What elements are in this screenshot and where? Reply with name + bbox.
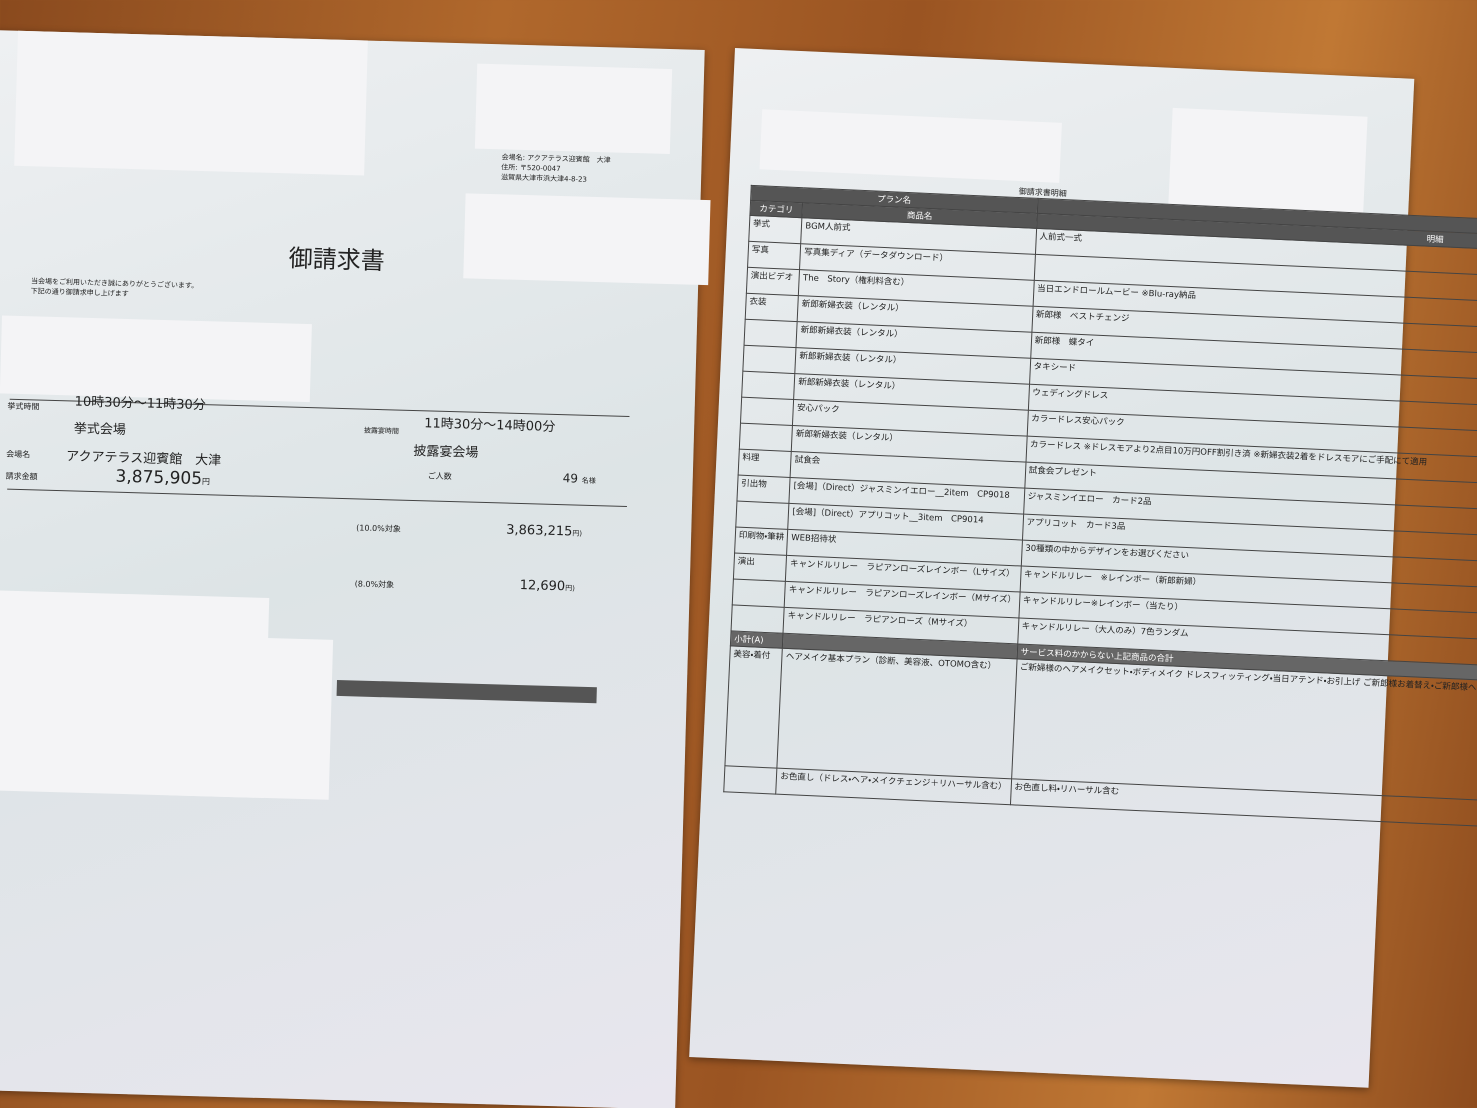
label: 挙式時間 xyxy=(7,401,40,412)
value: アクアテラス迎賓館 大津 xyxy=(65,449,222,469)
category: 演出ビデオ xyxy=(746,267,800,296)
guests: 49 xyxy=(562,471,579,486)
redaction xyxy=(168,635,334,800)
category: 衣装 xyxy=(745,293,799,322)
value: 12,690円) xyxy=(519,578,575,595)
amount: 3,875,905 xyxy=(115,466,203,490)
label: 会場名 xyxy=(6,449,31,460)
label: 請求金額 xyxy=(5,471,38,482)
label: (8.0%対象 xyxy=(354,579,395,590)
address: 滋賀県大津市浜大津4-8-23 xyxy=(500,173,588,184)
value: 49 名様 xyxy=(563,471,596,486)
value: 3,875,905円 xyxy=(115,467,210,490)
category xyxy=(732,578,786,608)
category: 写真 xyxy=(747,241,802,270)
unit: 円) xyxy=(565,584,575,593)
unit: 名様 xyxy=(581,476,596,486)
category: 引出物 xyxy=(736,475,791,504)
unit: 円) xyxy=(572,529,583,538)
table-body: 挙式BGM人前式人前式一式220,0001220,000外税写真写真集ディア（デ… xyxy=(723,215,1477,847)
category: 料理 xyxy=(738,449,792,478)
value: 3,863,215円) xyxy=(506,523,582,540)
rule xyxy=(7,488,627,507)
invoice-sheet: 会場名: アクアテラス迎賓館 大津 住所: 〒520-0047 滋賀県大津市浜大… xyxy=(0,30,711,1108)
category xyxy=(739,423,793,452)
redaction xyxy=(1168,107,1368,217)
value: 11時30分～14時00分 xyxy=(423,416,556,435)
label: ご人数 xyxy=(427,471,452,482)
table-wrap: プラン名明細 カテゴリ商品名明細単価数量金額税区分 挙式BGM人前式人前式一式2… xyxy=(723,185,1477,841)
venue-block: 会場名: アクアテラス迎賓館 大津 住所: 〒520-0047 滋賀県大津市浜大… xyxy=(501,152,611,185)
item: ヘアメイク基本プラン（診断、美容液、OTOMO含む） xyxy=(777,648,1017,779)
category xyxy=(742,345,797,374)
unit: 円 xyxy=(201,477,211,487)
redaction xyxy=(0,315,312,403)
value: 挙式会場 xyxy=(73,421,127,438)
category xyxy=(740,397,795,426)
redaction xyxy=(14,30,368,176)
greeting: 当会場をご利用いただき誠にありがとうございます。 下記の通り御請求申し上げます xyxy=(31,276,199,301)
label: 披露宴時間 xyxy=(363,426,400,436)
category: 美容・着付 xyxy=(724,645,783,769)
tax10: 3,863,215 xyxy=(506,522,573,540)
detail-sheet: 御請求書明細 プラン名明細 カテゴリ商品名明細単価数量金額税区分 挙式BGM人前… xyxy=(689,48,1477,1088)
label: (10.0%対象 xyxy=(356,523,401,534)
detail-table: プラン名明細 カテゴリ商品名明細単価数量金額税区分 挙式BGM人前式人前式一式2… xyxy=(723,185,1477,848)
value: 10時30分～11時30分 xyxy=(74,394,206,414)
redaction xyxy=(463,193,711,286)
redaction xyxy=(759,109,1062,183)
title: 御請求書 xyxy=(288,244,386,276)
value: 披露宴会場 xyxy=(413,443,479,461)
category xyxy=(741,371,796,400)
category xyxy=(723,765,778,795)
redaction xyxy=(474,63,673,155)
category xyxy=(744,319,798,348)
category: 印刷物・筆耕 xyxy=(734,527,789,556)
bar xyxy=(336,679,597,704)
category: 挙式 xyxy=(748,215,803,244)
tax8: 12,690 xyxy=(519,578,566,595)
category: 演出 xyxy=(733,553,787,582)
category xyxy=(735,501,790,530)
category xyxy=(731,604,785,634)
